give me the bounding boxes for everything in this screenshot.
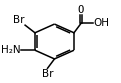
Text: Br: Br	[13, 15, 25, 25]
Text: H₂N: H₂N	[1, 45, 20, 55]
Text: O: O	[78, 5, 84, 15]
Text: OH: OH	[93, 18, 109, 28]
Text: Br: Br	[42, 69, 53, 79]
